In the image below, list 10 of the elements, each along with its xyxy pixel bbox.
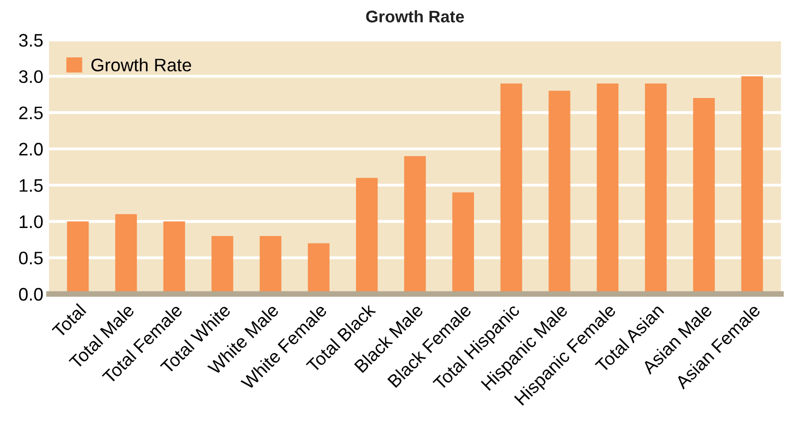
y-tick-label: 2.0 (19, 142, 43, 156)
y-tick-label: 0.0 (19, 288, 43, 301)
y-tick-label: 0.5 (19, 252, 43, 264)
y-tick-label: 3.5 (19, 34, 43, 47)
y-tick-label: 3.0 (19, 70, 43, 84)
y-tick-label: 1.5 (20, 179, 43, 192)
chart-title: Growth Rate (366, 10, 464, 22)
legend-label: Growth Rate (91, 58, 192, 72)
y-tick-label: 2.5 (19, 106, 43, 120)
y-tick-label: 1.0 (20, 215, 43, 228)
